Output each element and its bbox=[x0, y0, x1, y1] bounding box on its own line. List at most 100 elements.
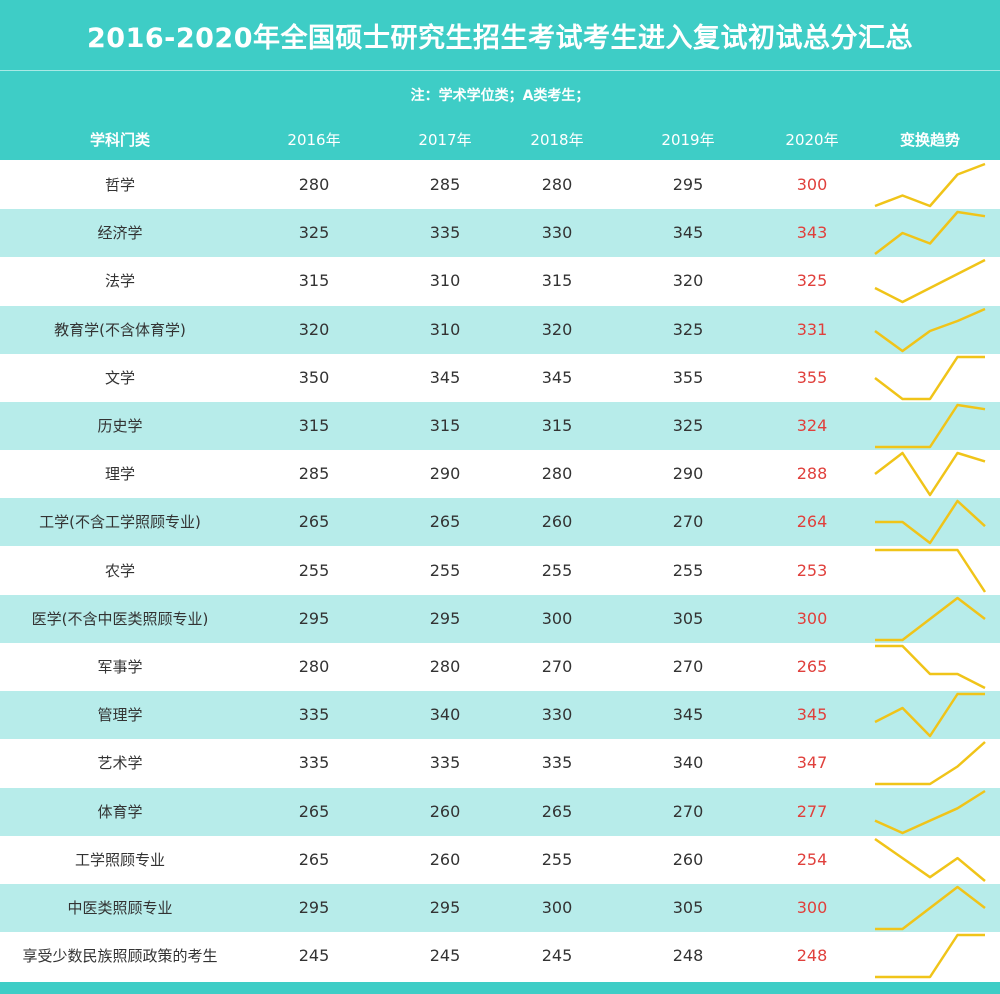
trend-line bbox=[874, 789, 986, 834]
trend-line bbox=[875, 741, 986, 786]
score-2016: 285 bbox=[298, 464, 330, 484]
score-2018: 300 bbox=[541, 898, 573, 917]
score-2020: 265 bbox=[796, 657, 828, 676]
score-2019: 295 bbox=[672, 175, 704, 194]
page-title: 2016-2020年全国硕士研究生招生考试考生进入复试初试总分汇总 bbox=[0, 0, 1000, 70]
subject-name: 艺术学 bbox=[97, 754, 143, 773]
score-2020: 254 bbox=[796, 849, 828, 869]
score-2016: 245 bbox=[298, 946, 330, 966]
score-2019: 320 bbox=[672, 271, 704, 291]
column-header-2016: 2016年 bbox=[287, 131, 341, 149]
subject-name: 工学照顾专业 bbox=[74, 850, 166, 869]
score-2017: 245 bbox=[429, 946, 461, 966]
score-2018: 335 bbox=[541, 753, 573, 773]
table-row: 中医类照顾专业 295 295 300 305 300 bbox=[0, 884, 1000, 932]
score-2016: 265 bbox=[298, 849, 330, 869]
score-2018: 265 bbox=[541, 801, 573, 821]
score-2019: 340 bbox=[672, 753, 704, 773]
subject-name: 理学 bbox=[104, 465, 136, 484]
score-2016: 350 bbox=[298, 367, 330, 387]
score-2016: 255 bbox=[298, 560, 330, 580]
trend-line bbox=[875, 885, 986, 931]
score-2020: 331 bbox=[796, 319, 828, 339]
trend-line bbox=[875, 644, 986, 690]
subject-name: 哲学 bbox=[104, 176, 136, 194]
score-2019: 255 bbox=[672, 560, 704, 580]
score-2019: 248 bbox=[672, 946, 704, 966]
subject-name: 体育学 bbox=[97, 802, 143, 821]
subject-name: 医学(不含中医类照顾专业) bbox=[31, 609, 209, 628]
score-2016: 315 bbox=[298, 271, 330, 291]
subject-name: 军事学 bbox=[97, 658, 143, 676]
score-2019: 270 bbox=[672, 512, 704, 532]
table-row: 经济学 325 335 330 345 343 bbox=[0, 209, 1000, 258]
score-2018: 255 bbox=[541, 849, 573, 869]
score-2020: 355 bbox=[796, 367, 828, 387]
score-2017: 260 bbox=[429, 849, 461, 869]
score-2020: 343 bbox=[796, 223, 828, 243]
score-2018: 330 bbox=[541, 223, 573, 243]
subject-name: 教育学(不含体育学) bbox=[54, 320, 186, 339]
table-row: 哲学 280 285 280 295 300 bbox=[0, 161, 1000, 209]
column-header-2019: 2019年 bbox=[661, 131, 715, 149]
trend-line bbox=[874, 355, 985, 401]
trend-sparkline bbox=[875, 644, 986, 690]
title-divider bbox=[0, 70, 1000, 71]
score-2016: 295 bbox=[298, 898, 330, 917]
score-2016: 325 bbox=[298, 223, 330, 243]
score-2017: 285 bbox=[429, 175, 461, 194]
table-row: 军事学 280 280 270 270 265 bbox=[0, 643, 1000, 691]
trend-line bbox=[875, 596, 986, 642]
table-row: 工学照顾专业 265 260 255 260 254 bbox=[0, 836, 1000, 884]
score-2018: 315 bbox=[541, 271, 573, 291]
trend-sparkline bbox=[875, 885, 986, 931]
score-2017: 290 bbox=[429, 464, 461, 484]
table-row: 管理学 335 340 330 345 345 bbox=[0, 691, 1000, 740]
score-2020: 264 bbox=[796, 512, 828, 532]
table-footer-bar bbox=[0, 982, 1000, 994]
score-2017: 335 bbox=[429, 223, 461, 243]
trend-line bbox=[875, 548, 987, 593]
score-2020: 300 bbox=[796, 898, 828, 917]
score-2016: 315 bbox=[298, 416, 330, 435]
score-2017: 255 bbox=[429, 560, 461, 580]
score-2018: 345 bbox=[541, 367, 573, 387]
table-row: 艺术学 335 335 335 340 347 bbox=[0, 739, 1000, 787]
score-2020: 288 bbox=[796, 464, 828, 484]
table-row: 文学 350 345 345 355 355 bbox=[0, 354, 1000, 402]
score-2017: 280 bbox=[429, 657, 461, 676]
score-2017: 260 bbox=[429, 801, 461, 821]
score-2019: 355 bbox=[672, 367, 704, 387]
score-2019: 270 bbox=[672, 801, 704, 821]
subject-name: 享受少数民族照顾政策的考生 bbox=[22, 947, 218, 966]
subject-name: 工学(不含工学照顾专业) bbox=[39, 513, 201, 532]
score-2017: 315 bbox=[429, 416, 461, 435]
table-row: 享受少数民族照顾政策的考生 245 245 245 248 248 bbox=[0, 932, 1000, 980]
subject-name: 农学 bbox=[104, 561, 136, 580]
subject-name: 管理学 bbox=[97, 706, 143, 725]
score-2020: 345 bbox=[796, 705, 828, 725]
subject-name: 法学 bbox=[104, 272, 136, 291]
score-2018: 300 bbox=[541, 608, 573, 628]
score-2019: 260 bbox=[672, 849, 704, 869]
trend-sparkline bbox=[875, 403, 986, 449]
score-2020: 347 bbox=[796, 753, 828, 773]
table-note: 注：学术学位类；A类考生； bbox=[410, 88, 590, 104]
column-header-2020: 2020年 bbox=[785, 131, 839, 149]
subject-name: 文学 bbox=[104, 368, 136, 387]
trend-sparkline bbox=[874, 210, 986, 256]
column-header-2018: 2018年 bbox=[530, 131, 584, 149]
score-2017: 345 bbox=[429, 367, 461, 387]
table-row: 历史学 315 315 315 325 324 bbox=[0, 402, 1000, 450]
trend-line bbox=[875, 403, 986, 449]
column-header-trend: 变换趋势 bbox=[899, 131, 961, 149]
trend-sparkline bbox=[875, 500, 986, 545]
table-row: 体育学 265 260 265 270 277 bbox=[0, 787, 1000, 836]
subject-name: 历史学 bbox=[97, 417, 143, 435]
score-2017: 265 bbox=[429, 512, 461, 532]
table-row: 理学 285 290 280 290 288 bbox=[0, 450, 1000, 498]
score-2020: 277 bbox=[796, 801, 828, 821]
column-header-2017: 2017年 bbox=[418, 131, 472, 149]
trend-line bbox=[874, 837, 986, 882]
table-row: 医学(不含中医类照顾专业) 295 295 300 305 300 bbox=[0, 594, 1000, 643]
